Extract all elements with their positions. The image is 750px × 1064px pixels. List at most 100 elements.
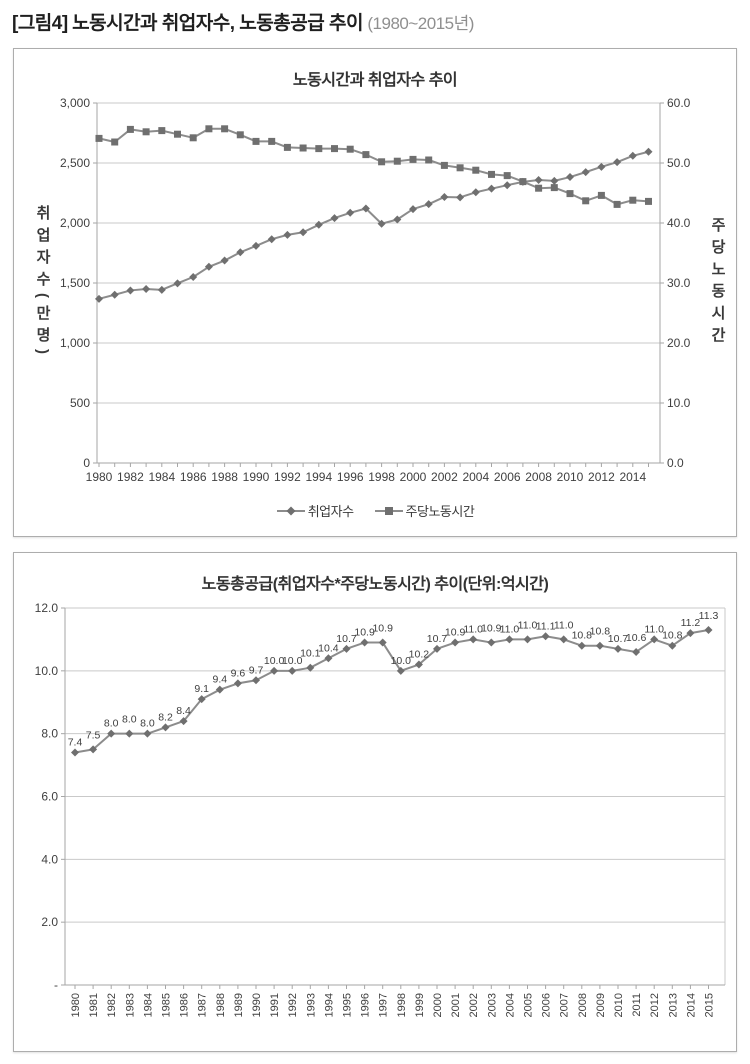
svg-text:10.7: 10.7 (427, 633, 448, 645)
svg-text:60.0: 60.0 (667, 96, 691, 110)
svg-text:1999: 1999 (414, 993, 426, 1017)
svg-text:40.0: 40.0 (667, 216, 691, 230)
svg-text:1987: 1987 (197, 993, 209, 1017)
title-period: (1980~2015년) (367, 14, 474, 33)
svg-text:10.9: 10.9 (354, 627, 375, 639)
chart2-plot: 12.010.08.06.04.02.0-1980 1981 1982 1983 198… (35, 601, 726, 1017)
chart2-gridlines (65, 607, 725, 923)
svg-text:500: 500 (70, 396, 90, 410)
chart1-gridlines (97, 102, 660, 404)
legend-label-employment: 취업자수 (307, 504, 354, 519)
svg-text:7.4: 7.4 (68, 737, 83, 749)
svg-text:2006: 2006 (541, 993, 553, 1017)
svg-text:2005: 2005 (523, 993, 535, 1017)
svg-text:2014: 2014 (619, 470, 646, 484)
svg-text:3,000: 3,000 (60, 96, 90, 110)
chart1-plot: 3,000 2,500 2,000 1,500 1,000 500 0 60.0 50.0 40.… (60, 96, 691, 484)
svg-text:1990: 1990 (243, 470, 270, 484)
svg-text:1984: 1984 (142, 993, 154, 1017)
svg-text:1982: 1982 (117, 470, 144, 484)
svg-text:1991: 1991 (269, 993, 281, 1017)
svg-text:2009: 2009 (595, 993, 607, 1017)
svg-text:1992: 1992 (274, 470, 301, 484)
svg-text:1993: 1993 (305, 993, 317, 1017)
svg-text:1997: 1997 (378, 993, 390, 1017)
svg-text:10.7: 10.7 (608, 633, 629, 645)
svg-text:10.9: 10.9 (445, 627, 466, 639)
svg-text:2012: 2012 (588, 470, 615, 484)
svg-text:10.9: 10.9 (481, 623, 502, 635)
svg-text:7.5: 7.5 (86, 729, 101, 741)
svg-text:2000: 2000 (400, 470, 427, 484)
svg-text:2000: 2000 (432, 993, 444, 1017)
svg-text:1998: 1998 (396, 993, 408, 1017)
svg-text:2004: 2004 (504, 993, 516, 1017)
svg-text:9.6: 9.6 (231, 667, 246, 679)
svg-text:2015: 2015 (704, 993, 716, 1017)
svg-text:8.0: 8.0 (104, 718, 119, 730)
svg-text:10.7: 10.7 (336, 633, 357, 645)
svg-text:2010: 2010 (557, 470, 584, 484)
svg-text:11.2: 11.2 (681, 617, 701, 629)
svg-text:1984: 1984 (148, 470, 175, 484)
svg-text:11.3: 11.3 (699, 610, 719, 622)
svg-text:2001: 2001 (450, 993, 462, 1017)
svg-text:6.0: 6.0 (41, 790, 58, 804)
svg-text:1982: 1982 (106, 993, 118, 1017)
chart2-y-tick-labels: 12.0 10.0 8.0 6.0 4.0 2.0 - (35, 601, 59, 992)
chart1-panel: 3,000 2,500 2,000 1,500 1,000 500 0 60.0 50.0 40.… (13, 48, 737, 537)
chart1-right-tick-labels: 60.0 50.0 40.0 30.0 20.0 10.0 0.0 (667, 96, 691, 470)
svg-text:1990: 1990 (251, 993, 263, 1017)
svg-text:1,000: 1,000 (60, 336, 90, 350)
chart2-series-total-labor-supply (71, 625, 713, 757)
svg-text:10.8: 10.8 (572, 630, 593, 642)
svg-text:2002: 2002 (431, 470, 458, 484)
svg-text:2002: 2002 (468, 993, 480, 1017)
chart2-data-labels: 7.47.58.0 8.0 8.08.28.49.19.49.6 9.710.010.… (68, 610, 719, 749)
svg-text:2008: 2008 (525, 470, 552, 484)
svg-text:10.0: 10.0 (35, 664, 59, 678)
page-title: 노동시간과 취업자수, 노동총공급 추이 (72, 13, 363, 34)
svg-text:2,000: 2,000 (60, 216, 90, 230)
svg-text:30.0: 30.0 (667, 276, 691, 290)
figure-heading: [그림4] 노동시간과 취업자수, 노동총공급 추이 (1980~2015년) (12, 8, 738, 35)
svg-text:12.0: 12.0 (35, 601, 59, 615)
svg-text:10.9: 10.9 (372, 623, 393, 635)
svg-text:1994: 1994 (323, 993, 335, 1017)
svg-text:1988: 1988 (211, 470, 238, 484)
svg-text:0: 0 (83, 456, 90, 470)
legend-item-employment: 취업자수 (276, 501, 354, 520)
figure-label: [그림4] (12, 13, 68, 34)
chart1-x-tick-labels: 1980 1982 1984 1986 1988 1990 1992 1994 1996 1998… (86, 470, 647, 484)
svg-text:2010: 2010 (613, 993, 625, 1017)
svg-text:-: - (54, 978, 58, 992)
svg-text:10.8: 10.8 (662, 630, 683, 642)
svg-text:2013: 2013 (667, 993, 679, 1017)
svg-text:1986: 1986 (180, 470, 207, 484)
svg-text:1996: 1996 (360, 993, 372, 1017)
svg-text:1980: 1980 (70, 993, 82, 1017)
chart1-axes (93, 102, 664, 467)
svg-text:10.2: 10.2 (409, 649, 430, 661)
svg-text:9.1: 9.1 (194, 683, 209, 695)
chart1-right-axis-label: 주당노동시간 (709, 217, 726, 349)
svg-text:11.0: 11.0 (644, 623, 664, 635)
svg-text:2006: 2006 (494, 470, 521, 484)
svg-text:10.0: 10.0 (282, 655, 303, 667)
svg-text:9.7: 9.7 (249, 664, 264, 676)
chart2-panel: 12.0 10.0 8.0 6.0 4.0 2.0-1980 1981 1982 1983 198… (13, 552, 737, 1052)
svg-text:9.4: 9.4 (212, 674, 227, 686)
svg-text:2014: 2014 (685, 993, 697, 1017)
svg-text:50.0: 50.0 (667, 156, 691, 170)
svg-text:10.4: 10.4 (318, 642, 339, 654)
svg-text:11.1: 11.1 (536, 620, 556, 632)
svg-text:1981: 1981 (88, 993, 100, 1017)
chart1-left-tick-labels: 3,000 2,500 2,000 1,500 1,000 500 0 (60, 96, 90, 470)
svg-text:2004: 2004 (462, 470, 489, 484)
chart2-title: 노동총공급(취업자수*주당노동시간) 추이(단위:억시간) (201, 576, 549, 593)
svg-text:10.6: 10.6 (626, 632, 647, 644)
svg-text:4.0: 4.0 (41, 852, 58, 866)
chart2-x-tick-labels: 1980 1981 1982 1983 1984 1985 1986 1987 1988 1989… (70, 993, 716, 1017)
svg-text:10.0: 10.0 (264, 655, 285, 667)
svg-text:2008: 2008 (577, 993, 589, 1017)
